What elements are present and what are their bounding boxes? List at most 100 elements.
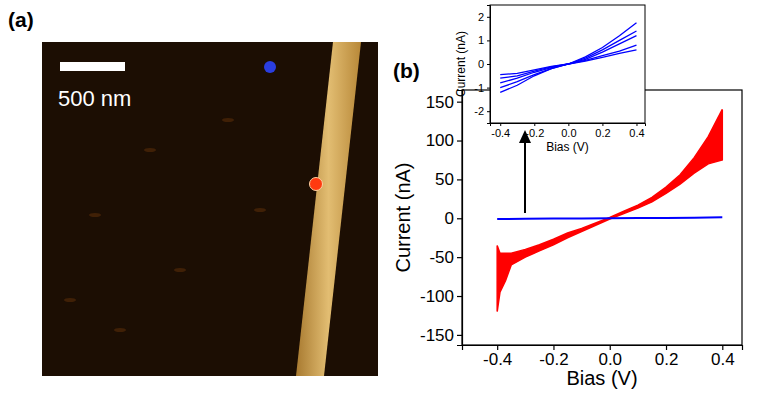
x-axis: -0.4 -0.2 0.0 0.2 0.4	[463, 345, 743, 369]
tick-label: 2	[478, 11, 484, 23]
tick: -50	[429, 248, 462, 267]
tick-mark	[457, 296, 462, 297]
tick: 0	[445, 209, 462, 228]
tick-mark	[487, 111, 490, 112]
tick-mark	[487, 17, 490, 18]
tick-mark	[487, 64, 490, 65]
tick-label: 0	[478, 58, 484, 70]
panel-label: (b)	[393, 59, 420, 82]
tick-label: 100	[426, 131, 454, 150]
tick: 0.0	[561, 123, 576, 139]
tick-label: -1	[474, 82, 484, 94]
tick-mark	[500, 123, 501, 126]
blue-probe-point	[264, 61, 276, 73]
tick-mark	[487, 88, 490, 89]
figure: 500 nm (a) -0.4 -0.2 0.0 0.2 0.4 -150 -100 -50 0 50…	[0, 0, 767, 393]
tick-mark	[457, 218, 462, 219]
tick-label: 0	[445, 209, 454, 228]
chart: -0.4 -0.2 0.0 0.2 0.4 -150 -100 -50 0 50 100 150 Bia…	[392, 90, 743, 389]
nanowire	[296, 42, 361, 376]
y-axis-title: Current (nA)	[392, 162, 414, 272]
tick-label: 0.0	[561, 127, 576, 139]
tick-label: -50	[429, 248, 454, 267]
tick-mark	[457, 102, 462, 103]
tick-label: -2	[474, 105, 484, 117]
tick: 2	[478, 11, 490, 23]
tick: 100	[426, 131, 462, 150]
data-line	[500, 31, 636, 88]
image-speck	[64, 298, 76, 302]
tick-mark	[602, 123, 603, 126]
tick-mark	[487, 40, 490, 41]
tick-mark	[457, 179, 462, 180]
tick-label: -0.2	[539, 350, 568, 369]
tick: -2	[474, 105, 490, 117]
tick-label: 0.2	[595, 127, 610, 139]
y-axis: -2 -1 0 1 2	[474, 6, 490, 124]
x-axis-title: Bias (V)	[566, 367, 637, 389]
tick-label: 0.4	[629, 127, 644, 139]
data-band	[497, 109, 722, 311]
chart: -0.4 -0.2 0.0 0.2 0.4 -2 -1 0 1 2 Bias (V) Current …	[454, 5, 646, 154]
tick: 0.4	[629, 123, 644, 139]
tick: -0.2	[539, 345, 568, 369]
x-axis: -0.4 -0.2 0.0 0.2 0.4	[491, 123, 646, 139]
tick-mark	[534, 123, 535, 126]
panel-label: (a)	[8, 8, 34, 31]
tick-label: 1	[478, 34, 484, 46]
image-speck	[174, 268, 186, 272]
tick-label: -0.4	[491, 127, 510, 139]
tick-label: 0.2	[655, 350, 679, 369]
y-axis-title: Current (nA)	[454, 31, 468, 97]
tick-label: -100	[420, 287, 454, 306]
data-line	[500, 45, 636, 78]
tick-label: 150	[426, 93, 454, 112]
y-axis: -150 -100 -50 0 50 100 150	[420, 91, 463, 346]
image-speck	[114, 328, 126, 332]
tick-label: -0.2	[525, 127, 544, 139]
plot-background	[490, 5, 645, 123]
scale-bar	[60, 62, 125, 71]
y-axis-line	[457, 91, 463, 346]
tick-label: 50	[435, 170, 454, 189]
tick-mark	[636, 123, 637, 126]
image-background	[42, 42, 378, 376]
tick: -0.2	[525, 123, 544, 139]
tick: -100	[420, 287, 462, 306]
tick-mark	[457, 257, 462, 258]
scale-bar-label: 500 nm	[58, 86, 131, 111]
tick-label: 0.4	[711, 350, 735, 369]
plot-background	[462, 90, 742, 345]
image-speck	[222, 118, 234, 122]
y-axis-line	[487, 6, 491, 124]
image-speck	[144, 148, 156, 152]
plot-marks	[497, 109, 722, 311]
tick-mark	[457, 335, 462, 336]
x-axis-title: Bias (V)	[546, 140, 589, 154]
tick-mark	[568, 123, 569, 126]
tick: 0	[478, 58, 490, 70]
data-line	[497, 217, 722, 219]
tick-label: -0.4	[483, 350, 512, 369]
x-axis-line	[491, 124, 646, 127]
image-speck	[254, 208, 266, 212]
plot-frame	[462, 90, 742, 345]
tick: 50	[435, 170, 462, 189]
data-line	[500, 50, 636, 75]
tick: 0.2	[595, 123, 610, 139]
plot-marks	[500, 23, 636, 93]
tick-label: -150	[420, 326, 454, 345]
data-line	[500, 36, 636, 83]
plot-frame	[490, 5, 645, 123]
tick: -0.4	[483, 345, 512, 369]
tick: 0.0	[598, 345, 622, 369]
arrow-shaft	[524, 140, 526, 213]
red-probe-point	[310, 178, 323, 191]
data-line	[500, 23, 636, 93]
tick: 0.4	[711, 345, 735, 369]
tick: -1	[474, 82, 490, 94]
tick: -0.4	[491, 123, 510, 139]
image-panel: 500 nm	[42, 42, 378, 376]
tick-mark	[457, 140, 462, 141]
tick: 0.2	[655, 345, 679, 369]
